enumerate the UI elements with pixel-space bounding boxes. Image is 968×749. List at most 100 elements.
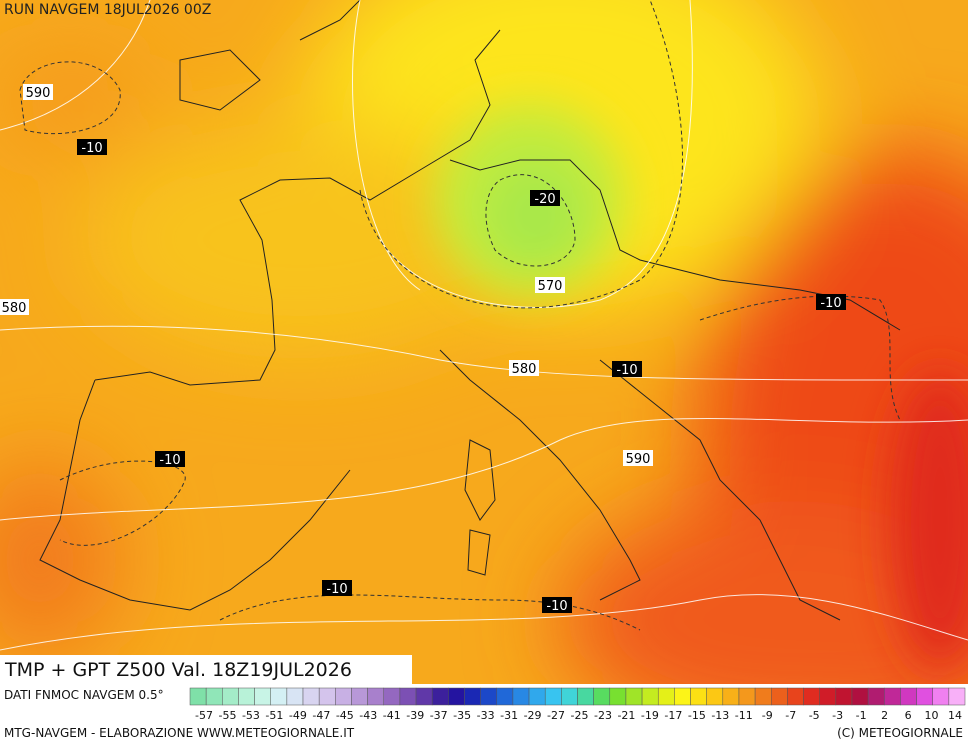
colorbar-cell — [593, 687, 611, 706]
colorbar-tick-label: -55 — [218, 709, 236, 722]
label-box — [77, 139, 107, 155]
colorbar-tick-label: -49 — [289, 709, 307, 722]
colorbar-cell — [415, 687, 433, 706]
colorbar-cell — [803, 687, 820, 706]
colorbar-cell — [528, 687, 546, 706]
colorbar-tick-label: -9 — [762, 709, 773, 722]
contour-label: -10 — [820, 296, 841, 311]
colorbar-tick-label: -41 — [383, 709, 401, 722]
isohypses — [0, 0, 968, 651]
contour-label: -10 — [546, 599, 567, 614]
map-title: TMP + GPT Z500 Val. 18Z19JUL2026 — [4, 659, 352, 681]
label-box — [23, 84, 53, 100]
colorbar-cell — [900, 687, 917, 706]
colorbar-cell — [674, 687, 691, 706]
contour-label: -10 — [159, 453, 180, 468]
colorbar-cell — [706, 687, 724, 706]
colorbar-cell — [383, 687, 401, 706]
colorbar-tick-label: -43 — [359, 709, 377, 722]
label-box — [623, 450, 653, 466]
contour-label: 590 — [26, 86, 51, 101]
colorbar-cell — [609, 687, 627, 706]
colorbar-cell — [722, 687, 740, 706]
contour-label: 570 — [538, 279, 563, 294]
colorbar-tick-label: -1 — [856, 709, 867, 722]
colorbar-cell — [916, 687, 933, 706]
colorbar-cell — [512, 687, 530, 706]
colorbar-tick-label: -29 — [524, 709, 542, 722]
colorbar-tick-label: -35 — [453, 709, 471, 722]
footer-left: MTG-NAVGEM - ELABORAZIONE WWW.METEOGIORN… — [4, 726, 355, 740]
contour-label: -10 — [326, 582, 347, 597]
colorbar-cell — [367, 687, 384, 706]
colorbar-cell — [302, 687, 320, 706]
colorbar-cell — [480, 687, 498, 706]
title-box — [0, 655, 412, 684]
label-box — [155, 451, 185, 467]
colorbar-tick-label: -13 — [711, 709, 729, 722]
colorbar-cell — [448, 687, 465, 706]
colorbar-tick-label: -33 — [477, 709, 495, 722]
colorbar-cell — [787, 687, 804, 706]
colorbar-cell — [754, 687, 772, 706]
colorbar-cell — [205, 687, 223, 706]
colorbar-tick-label: 10 — [925, 709, 939, 722]
colorbar-tick-label: -51 — [265, 709, 283, 722]
colorbar-cell — [738, 687, 756, 706]
colorbar-cell — [577, 687, 594, 706]
coastlines — [39, 0, 901, 621]
colorbar-cell — [544, 687, 562, 706]
colorbar-tick-label: -39 — [406, 709, 424, 722]
colorbar-cell — [431, 687, 449, 706]
colorbar-tick-label: -15 — [688, 709, 706, 722]
colorbar-cell — [884, 687, 901, 706]
label-box — [612, 361, 642, 377]
colorbar-tick-label: -31 — [500, 709, 518, 722]
colorbar-tick-label: -23 — [594, 709, 612, 722]
label-box — [509, 360, 539, 376]
colorbar-cell — [867, 687, 885, 706]
contour-label: -10 — [81, 141, 102, 156]
colorbar-tick-label: 6 — [905, 709, 912, 722]
contour-label: -20 — [534, 192, 555, 207]
colorbar-cell — [819, 687, 837, 706]
colorbar-cell — [657, 687, 675, 706]
colorbar-tick-label: -5 — [809, 709, 820, 722]
colorbar-cell — [496, 687, 514, 706]
contour-label: -10 — [616, 363, 637, 378]
legend-source: DATI FNMOC NAVGEM 0.5° — [4, 688, 164, 702]
colorbar-cell — [561, 687, 578, 706]
label-box — [530, 190, 560, 206]
label-box — [0, 299, 29, 315]
run-label: RUN NAVGEM 18JUL2026 00Z — [4, 2, 211, 18]
colorbar-tick-label: -3 — [832, 709, 843, 722]
contour-label: 590 — [626, 452, 651, 467]
colorbar-tick-label: -37 — [430, 709, 448, 722]
colorbar-cell — [932, 687, 950, 706]
colorbar-cell — [254, 687, 271, 706]
colorbar-tick-label: -7 — [785, 709, 796, 722]
colorbar-tick-label: -45 — [336, 709, 354, 722]
label-box — [542, 597, 572, 613]
colorbar-cell — [625, 687, 643, 706]
label-box — [322, 580, 352, 596]
colorbar-tick-label: 14 — [948, 709, 962, 722]
colorbar-tick-label: -19 — [641, 709, 659, 722]
colorbar-tick-label: -25 — [571, 709, 589, 722]
colorbar-cell — [399, 687, 417, 706]
colorbar-cell — [835, 687, 853, 706]
colorbar-cell — [464, 687, 481, 706]
colorbar-tick-label: -21 — [617, 709, 635, 722]
colorbar-cell — [189, 687, 207, 706]
contour-label: 580 — [512, 362, 537, 377]
colorbar-cell — [238, 687, 255, 706]
label-box — [816, 294, 846, 310]
colorbar-cell — [351, 687, 368, 706]
colorbar-cell — [286, 687, 304, 706]
colorbar-cell — [222, 687, 239, 706]
colorbar-cell — [690, 687, 707, 706]
isotherms — [19, 0, 901, 631]
